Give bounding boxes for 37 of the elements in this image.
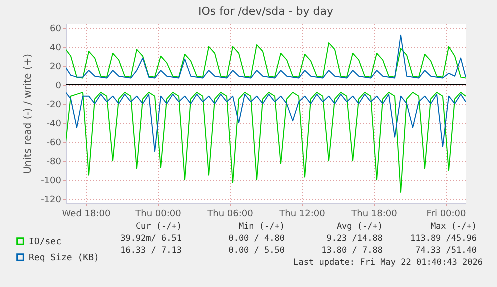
text: Last update: Fri May 22 01:40:43 2026 — [294, 258, 483, 268]
y-tick-label: 60 — [50, 24, 62, 34]
y-tick-label: -100 — [41, 176, 62, 187]
text: 113.89 /45.96 — [410, 234, 477, 244]
text: 0.00 / 5.50 — [228, 246, 285, 256]
y-tick-label: -80 — [46, 158, 62, 168]
text: Avg (-/+) — [336, 222, 383, 232]
y-tick-label: -20 — [46, 100, 62, 110]
line-series — [66, 42, 466, 79]
text: Min (-/+) — [238, 222, 285, 232]
y-tick-label: -60 — [46, 138, 62, 149]
text: 9.23 /14.88 — [326, 234, 383, 244]
y-tick-label: 40 — [50, 43, 62, 54]
y-axis-title: Units read (-) / write (+) — [23, 54, 34, 174]
y-tick-label: 0 — [56, 81, 62, 92]
text: 74.33 /51.40 — [416, 246, 477, 256]
legend-label: IO/sec — [29, 238, 62, 248]
line-series — [66, 92, 466, 194]
y-tick-label: -120 — [41, 196, 62, 206]
text: Cur (-/+) — [136, 222, 182, 232]
x-tick-label: Fri 00:00 — [426, 210, 467, 220]
y-tick-label: -40 — [46, 120, 62, 130]
x-tick-label: Thu 00:00 — [134, 210, 182, 220]
x-tick-label: Thu 12:00 — [278, 210, 326, 220]
x-tick-label: Thu 06:00 — [206, 210, 254, 220]
line-series — [66, 92, 466, 152]
line-series — [66, 34, 466, 79]
legend-label: Req Size (KB) — [29, 254, 100, 264]
y-tick-label: 20 — [50, 62, 62, 72]
text: 16.33 / 7.13 — [120, 246, 182, 256]
text: Max (-/+) — [430, 222, 477, 232]
text: 0.00 / 4.80 — [228, 234, 285, 244]
chart-title: IOs for /dev/sda - by day — [198, 4, 334, 18]
x-tick-label: Wed 18:00 — [62, 210, 111, 220]
text: 39.92m/ 6.51 — [120, 234, 182, 244]
x-tick-label: Thu 18:00 — [350, 210, 398, 220]
text: 13.80 / 7.88 — [322, 246, 383, 256]
